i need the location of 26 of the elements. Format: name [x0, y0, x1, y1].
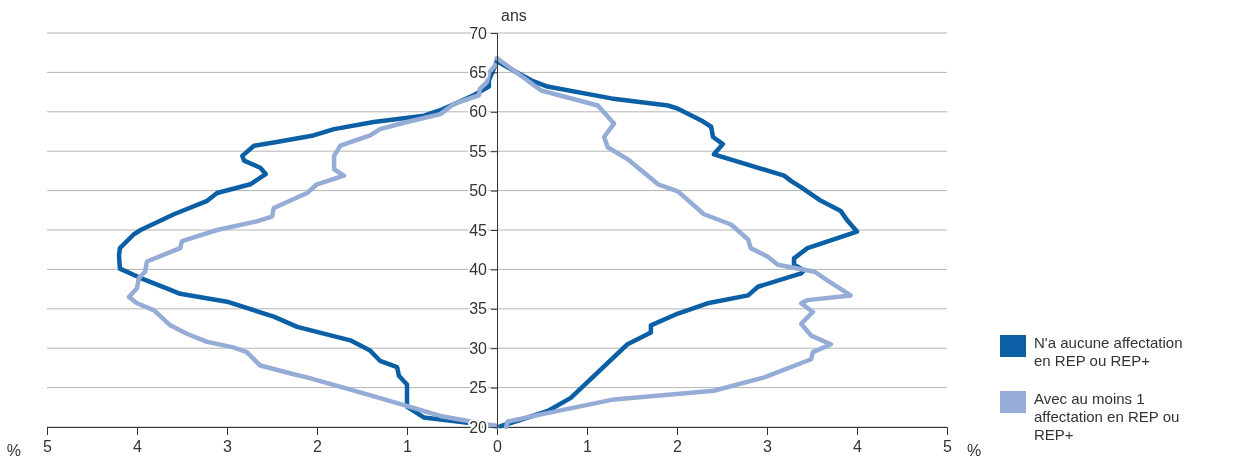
y-tick-label: 25: [469, 379, 488, 397]
x-tick-label: 5: [943, 437, 953, 455]
legend-label: Avec au moins 1 affectation en REP ou REP+: [1034, 390, 1180, 443]
y-tick-label: 50: [469, 182, 488, 200]
x-tick-label: 4: [133, 437, 143, 455]
x-tick-label: 2: [673, 437, 683, 455]
y-tick-label: 40: [469, 261, 488, 279]
y-tick-label: 45: [469, 221, 488, 239]
y-tick-label: 35: [469, 300, 488, 318]
y-axis-title: ans: [501, 7, 527, 24]
y-tick-label: 55: [469, 142, 488, 160]
x-axis-title: %: [967, 442, 982, 457]
y-tick-label: 30: [469, 339, 488, 357]
y-tick-label: 65: [469, 64, 488, 82]
x-tick-label: 3: [763, 437, 773, 455]
y-tick-label: 70: [469, 24, 488, 42]
text: %: [6, 442, 21, 457]
x-tick-label: 2: [313, 437, 323, 455]
x-tick-label: 0: [493, 437, 503, 455]
x-tick-label: 1: [403, 437, 413, 455]
legend-label: N'a aucune affectation en REP ou REP+: [1034, 334, 1183, 369]
x-tick-label: 3: [223, 437, 233, 455]
x-tick-label: 1: [583, 437, 593, 455]
x-tick-label: 5: [43, 437, 53, 455]
x-tick-label: 4: [853, 437, 863, 455]
y-tick-label: 60: [469, 103, 488, 121]
